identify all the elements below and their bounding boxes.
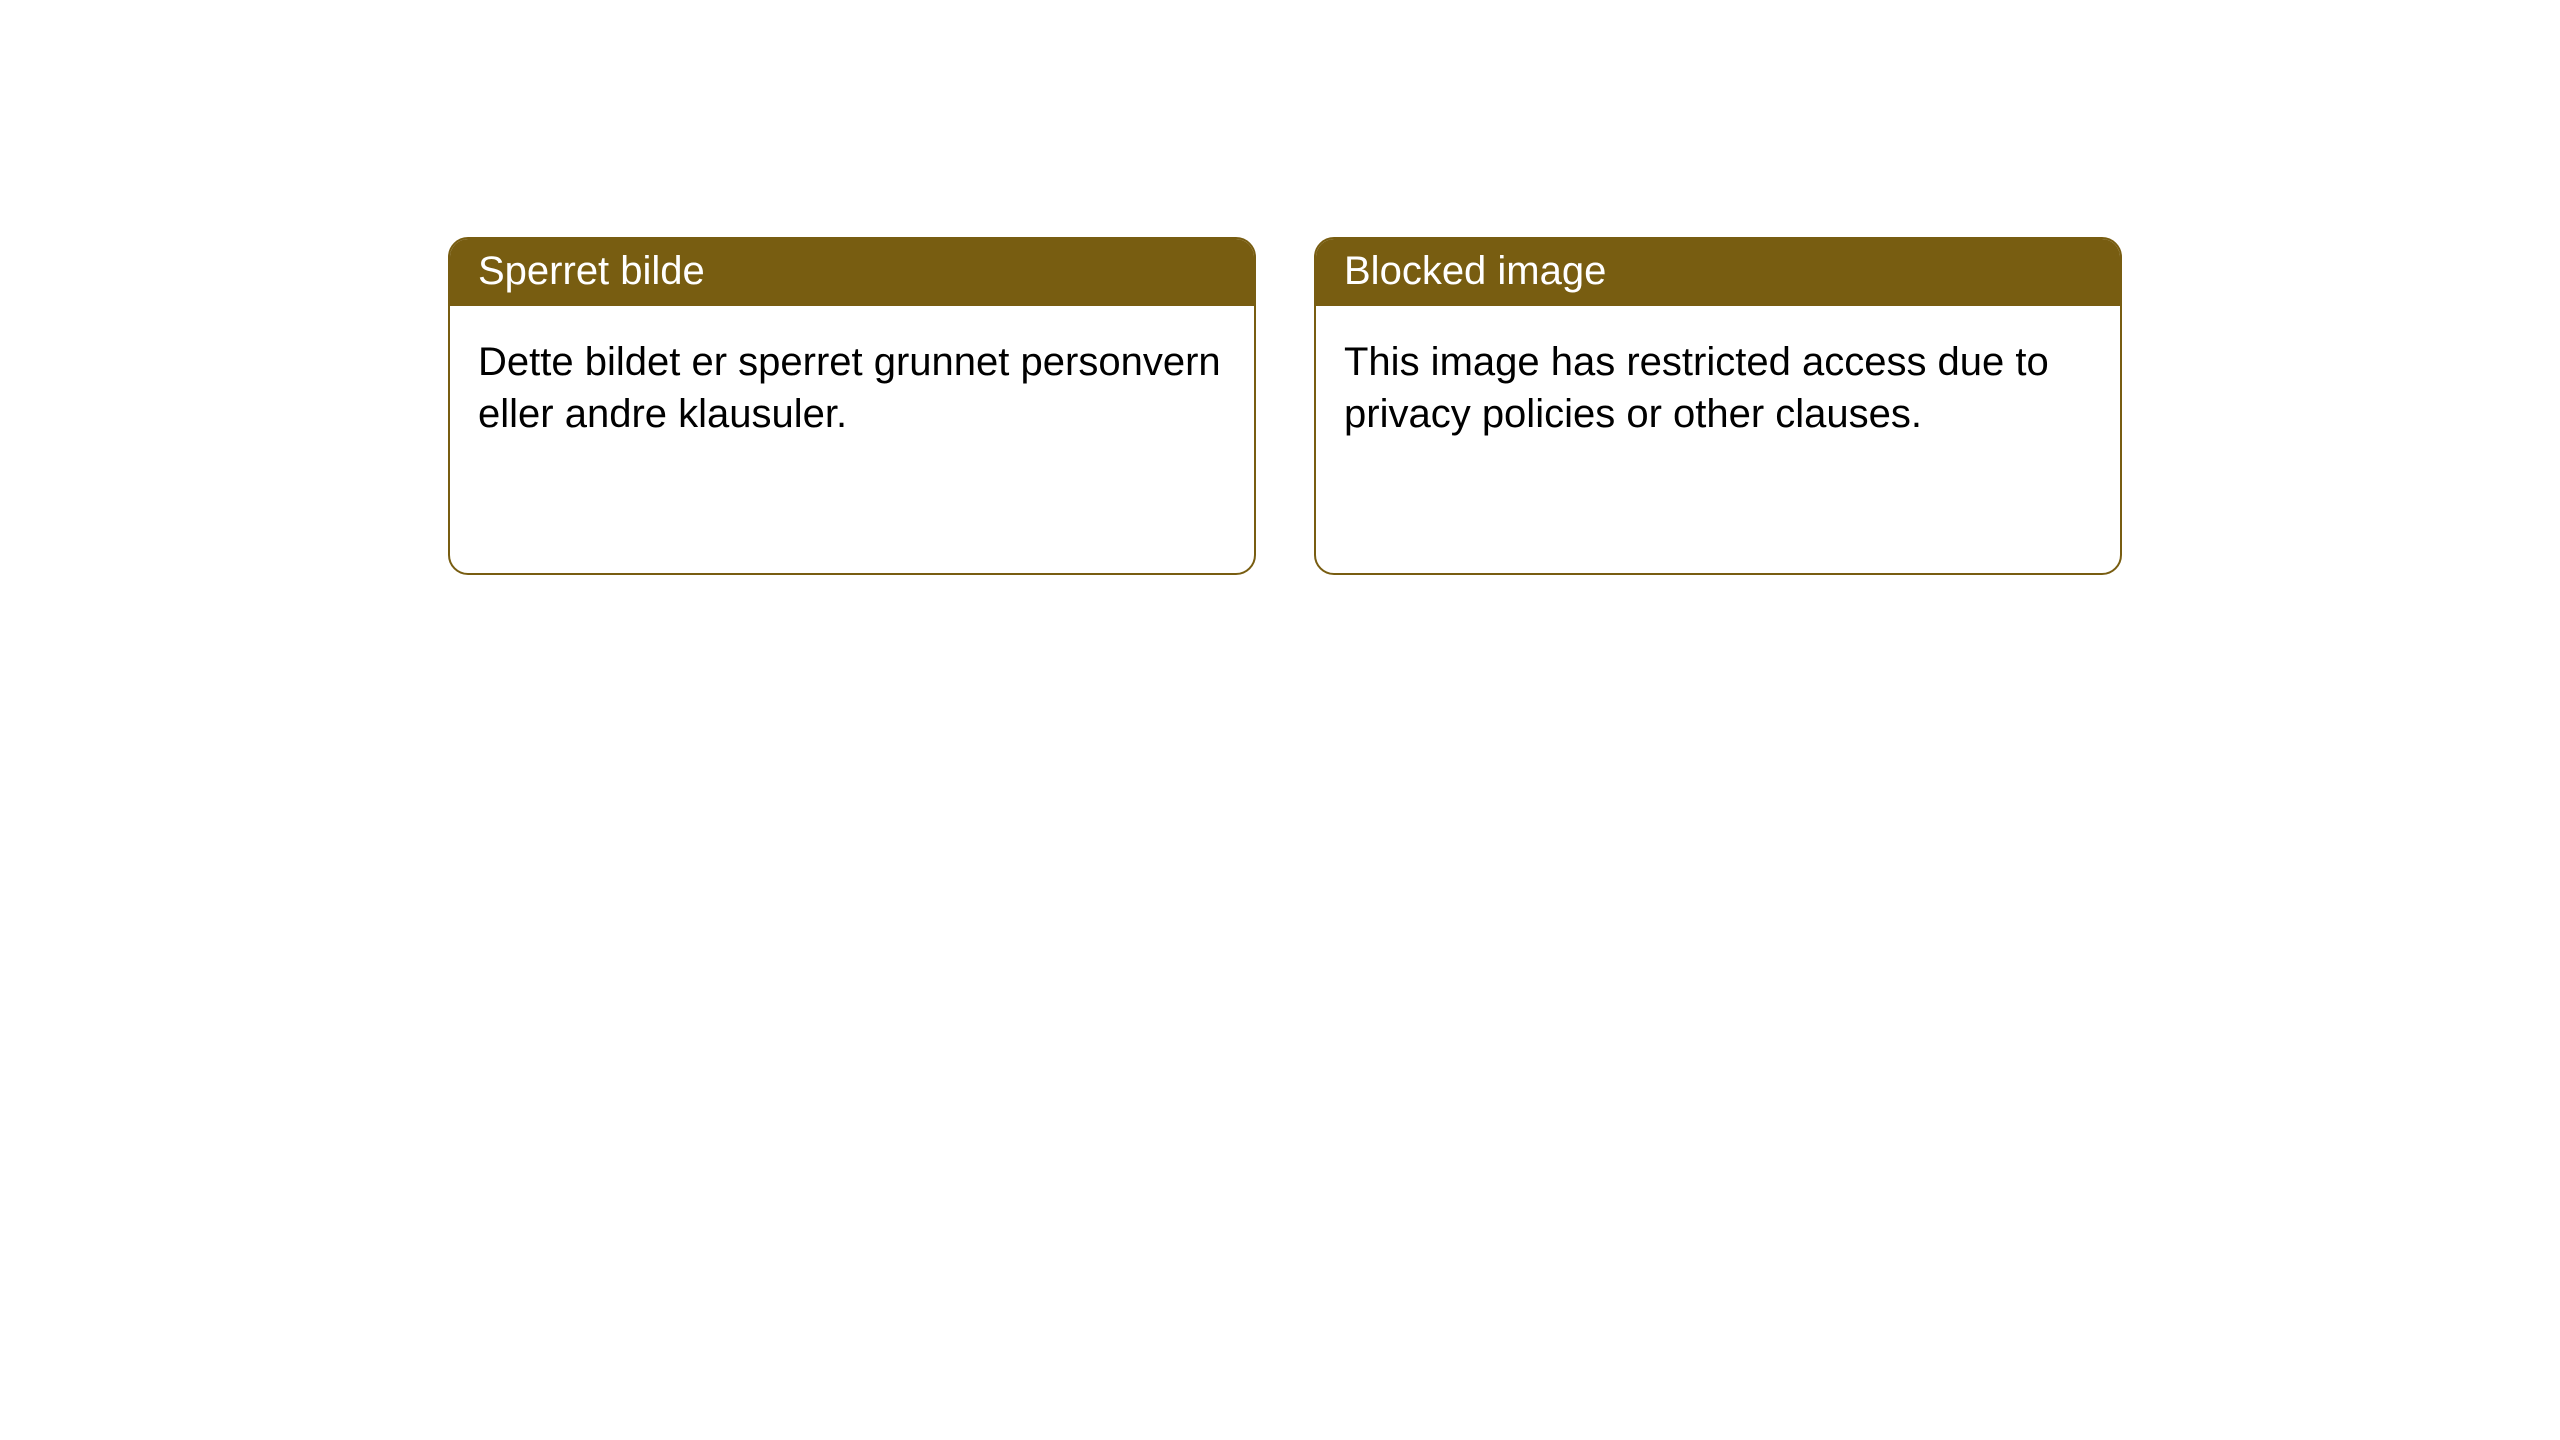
notice-title: Blocked image <box>1344 249 1606 293</box>
notice-title: Sperret bilde <box>478 249 705 293</box>
notice-header-norwegian: Sperret bilde <box>450 239 1254 306</box>
notice-message: This image has restricted access due to … <box>1344 340 2049 436</box>
notice-container: Sperret bilde Dette bildet er sperret gr… <box>0 0 2560 575</box>
notice-body-english: This image has restricted access due to … <box>1316 306 2120 470</box>
notice-card-norwegian: Sperret bilde Dette bildet er sperret gr… <box>448 237 1256 575</box>
notice-message: Dette bildet er sperret grunnet personve… <box>478 340 1221 436</box>
notice-header-english: Blocked image <box>1316 239 2120 306</box>
notice-card-english: Blocked image This image has restricted … <box>1314 237 2122 575</box>
notice-body-norwegian: Dette bildet er sperret grunnet personve… <box>450 306 1254 470</box>
